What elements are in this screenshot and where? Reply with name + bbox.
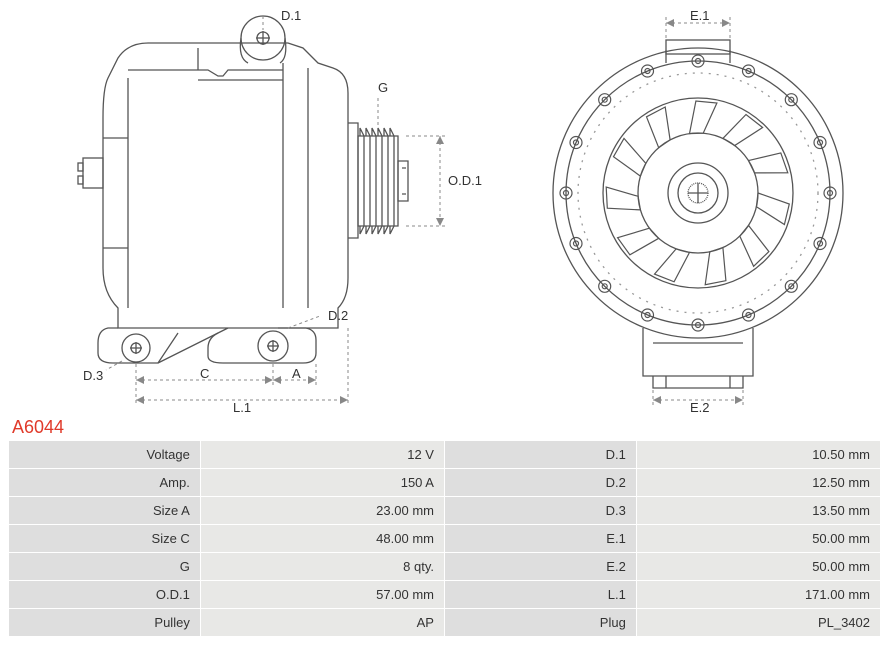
spec-value: 150 A [200, 469, 444, 497]
spec-value: PL_3402 [636, 609, 880, 637]
label-g: G [378, 80, 388, 95]
spec-label: E.1 [444, 525, 636, 553]
spec-value: 8 qty. [200, 553, 444, 581]
spec-row: Size C48.00 mmE.150.00 mm [9, 525, 881, 553]
label-c: C [200, 366, 209, 381]
spec-value: 48.00 mm [200, 525, 444, 553]
side-view-drawing [48, 8, 488, 408]
spec-value: 12 V [200, 441, 444, 469]
spec-label: Amp. [9, 469, 201, 497]
spec-row: Size A23.00 mmD.313.50 mm [9, 497, 881, 525]
spec-value: 50.00 mm [636, 525, 880, 553]
spec-value: AP [200, 609, 444, 637]
spec-row: Voltage12 VD.110.50 mm [9, 441, 881, 469]
spec-value: 171.00 mm [636, 581, 880, 609]
spec-label: Pulley [9, 609, 201, 637]
spec-label: D.2 [444, 469, 636, 497]
spec-value: 50.00 mm [636, 553, 880, 581]
spec-label: D.1 [444, 441, 636, 469]
label-l1: L.1 [233, 400, 251, 415]
part-number: A6044 [12, 417, 881, 438]
spec-value: 12.50 mm [636, 469, 880, 497]
spec-label: Plug [444, 609, 636, 637]
spec-row: O.D.157.00 mmL.1171.00 mm [9, 581, 881, 609]
spec-row: PulleyAPPlugPL_3402 [9, 609, 881, 637]
spec-label: D.3 [444, 497, 636, 525]
label-e2: E.2 [690, 400, 710, 415]
spec-label: Size A [9, 497, 201, 525]
spec-label: G [9, 553, 201, 581]
spec-label: Size C [9, 525, 201, 553]
spec-row: Amp.150 AD.212.50 mm [9, 469, 881, 497]
spec-label: O.D.1 [9, 581, 201, 609]
spec-value: 10.50 mm [636, 441, 880, 469]
label-d1: D.1 [281, 8, 301, 23]
spec-row: G8 qty.E.250.00 mm [9, 553, 881, 581]
spec-value: 13.50 mm [636, 497, 880, 525]
label-e1: E.1 [690, 8, 710, 23]
label-od1: O.D.1 [448, 173, 482, 188]
spec-value: 57.00 mm [200, 581, 444, 609]
diagram-area: D.1 G O.D.1 D.2 D.3 C A L.1 [8, 8, 881, 413]
spec-table: Voltage12 VD.110.50 mmAmp.150 AD.212.50 … [8, 440, 881, 637]
label-d3: D.3 [83, 368, 103, 383]
spec-label: E.2 [444, 553, 636, 581]
label-d2: D.2 [328, 308, 348, 323]
front-view-drawing [538, 8, 868, 408]
spec-label: L.1 [444, 581, 636, 609]
spec-label: Voltage [9, 441, 201, 469]
label-a: A [292, 366, 301, 381]
spec-value: 23.00 mm [200, 497, 444, 525]
